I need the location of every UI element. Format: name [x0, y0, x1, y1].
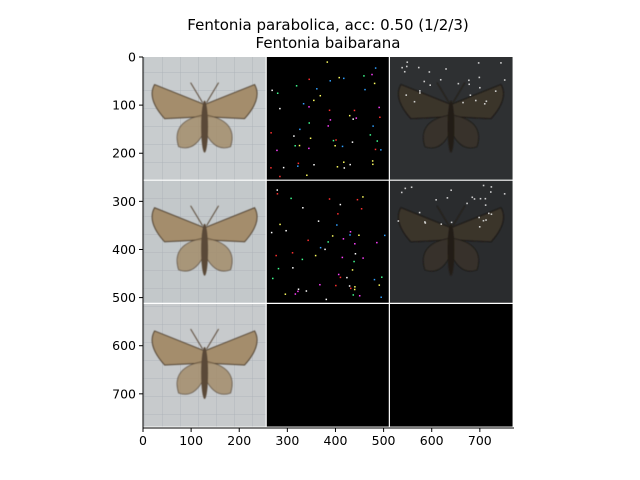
x-tick-label: 200	[227, 433, 251, 448]
title-line-2: Fentonia baibarana	[255, 34, 401, 52]
saliency-speckles	[270, 61, 382, 178]
y-tick-label: 100	[112, 98, 136, 113]
moth-figure	[151, 82, 258, 153]
moth-figure	[151, 205, 258, 276]
tile-separators	[143, 57, 514, 428]
saliency-speckles	[270, 189, 386, 301]
title-line-1: Fentonia parabolica, acc: 0.50 (1/2/3)	[187, 16, 469, 34]
x-tick-label: 600	[420, 433, 444, 448]
y-tick-label: 400	[112, 242, 136, 257]
y-tick-label: 300	[112, 194, 136, 209]
x-tick-label: 400	[324, 433, 348, 448]
image-tile-r0-c1	[266, 57, 390, 181]
overlay-speckles	[397, 184, 506, 228]
x-tick-label: 100	[179, 433, 203, 448]
x-tick-label: 700	[468, 433, 492, 448]
y-tick-label: 200	[112, 146, 136, 161]
image-tile-r2-c1	[266, 303, 390, 427]
moth-figure	[398, 82, 504, 153]
moth-figure	[398, 205, 504, 276]
y-tick-label: 600	[112, 338, 136, 353]
image-tile-r2-c2	[389, 303, 513, 427]
x-tick-label: 500	[372, 433, 396, 448]
overlay-speckles	[401, 61, 506, 105]
x-axis: 0 100 200 300 400 500 600 700	[139, 427, 514, 448]
tile-contents	[143, 57, 506, 427]
y-tick-label: 500	[112, 290, 136, 305]
y-tick-label: 700	[112, 386, 136, 401]
x-tick-label: 0	[139, 433, 147, 448]
x-tick-label: 300	[275, 433, 299, 448]
chart-title: Fentonia parabolica, acc: 0.50 (1/2/3) F…	[0, 16, 640, 52]
moth-figure	[151, 328, 258, 399]
y-axis: 0 100 200 300 400 500 600 700	[112, 50, 144, 428]
y-tick-label: 0	[128, 50, 136, 65]
